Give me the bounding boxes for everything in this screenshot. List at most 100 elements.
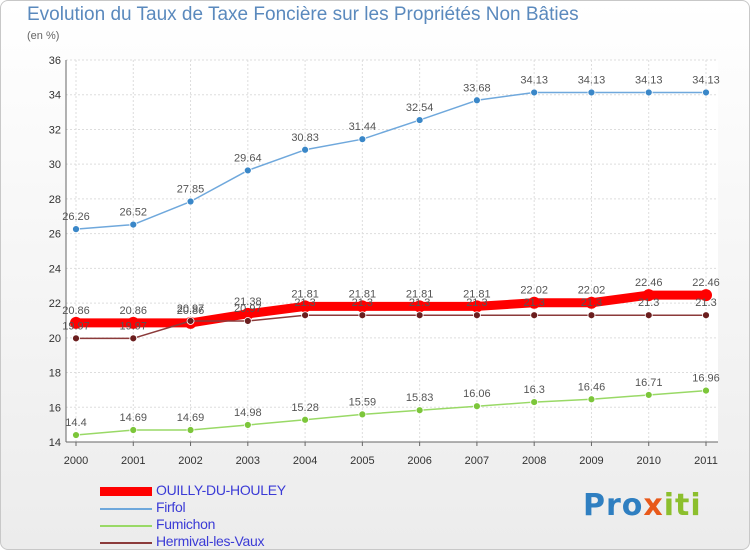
x-tick-label: 2002 xyxy=(178,455,202,467)
data-point xyxy=(702,386,710,395)
x-tick-label: 2004 xyxy=(293,455,317,467)
data-label: 20.86 xyxy=(177,305,205,317)
data-label: 31.44 xyxy=(349,121,377,133)
data-label: 34.13 xyxy=(692,74,720,86)
data-label: 22.02 xyxy=(578,285,606,297)
x-tick-label: 2007 xyxy=(465,455,489,467)
proxiti-logo: Proxiti xyxy=(583,488,702,523)
data-point xyxy=(301,145,309,154)
data-point xyxy=(473,402,481,411)
data-label: 16.46 xyxy=(578,381,606,393)
data-label: 19.97 xyxy=(120,320,148,332)
legend-label-ouilly: OUILLY-DU-HOULEY xyxy=(156,482,286,498)
data-point xyxy=(413,300,426,313)
data-point xyxy=(301,311,309,320)
y-tick-label: 18 xyxy=(49,368,61,380)
x-tick-label: 2008 xyxy=(522,455,546,467)
data-point xyxy=(473,96,481,105)
x-tick-label: 2003 xyxy=(236,455,260,467)
data-point xyxy=(470,300,483,313)
data-label: 22.46 xyxy=(692,277,720,289)
x-tick-label: 2010 xyxy=(636,455,660,467)
chart-title: Evolution du Taux de Taxe Foncière sur l… xyxy=(27,4,579,25)
data-label: 15.28 xyxy=(291,402,319,414)
data-label: 20.86 xyxy=(120,305,148,317)
data-label: 21.3 xyxy=(638,297,659,309)
data-label: 15.59 xyxy=(349,396,377,408)
data-point xyxy=(587,311,596,320)
data-label: 34.13 xyxy=(635,74,663,86)
x-tick-label: 2011 xyxy=(694,455,718,467)
legend-label-fumichon: Fumichon xyxy=(156,516,216,532)
y-tick-label: 16 xyxy=(49,402,61,414)
data-point xyxy=(358,311,367,320)
data-point xyxy=(186,197,195,206)
data-label: 21.3 xyxy=(294,297,315,309)
legend-swatch-firfol xyxy=(100,508,152,510)
y-tick-label: 36 xyxy=(49,55,61,67)
data-label: 16.71 xyxy=(635,377,663,389)
data-point xyxy=(299,300,312,313)
data-label: 26.52 xyxy=(120,207,148,219)
data-label: 32.54 xyxy=(406,102,434,114)
data-label: 16.96 xyxy=(692,373,720,385)
data-point xyxy=(644,88,653,97)
data-point xyxy=(129,334,138,343)
data-label: 14.69 xyxy=(120,412,148,424)
data-point xyxy=(530,88,539,97)
y-tick-label: 26 xyxy=(49,229,61,241)
data-label: 22.02 xyxy=(520,285,548,297)
data-label: 22.46 xyxy=(635,277,663,289)
data-label: 14.98 xyxy=(234,407,262,419)
data-label: 16.06 xyxy=(463,388,491,400)
data-label: 14.4 xyxy=(65,417,86,429)
data-label: 27.85 xyxy=(177,184,205,196)
data-point xyxy=(587,88,596,97)
data-point xyxy=(72,225,80,234)
data-label: 16.3 xyxy=(523,384,544,396)
legend-swatch-hermival xyxy=(100,542,152,544)
x-tick-label: 2009 xyxy=(579,455,603,467)
legend-label-firfol: Firfol xyxy=(156,499,186,515)
data-point xyxy=(72,334,80,343)
data-point xyxy=(702,88,710,97)
data-label: 21.81 xyxy=(406,288,434,300)
data-label: 21.3 xyxy=(352,297,373,309)
chart-subtitle: (en %) xyxy=(27,30,60,42)
data-point xyxy=(642,289,655,302)
data-point xyxy=(700,289,712,302)
data-point xyxy=(473,311,481,320)
data-point xyxy=(70,316,82,329)
series-line-3 xyxy=(76,314,706,340)
series-line-0 xyxy=(76,290,706,328)
data-label: 21.3 xyxy=(409,297,430,309)
data-label: 21.81 xyxy=(291,288,319,300)
data-point xyxy=(587,395,596,404)
data-point xyxy=(415,311,424,320)
data-label: 21.3 xyxy=(523,297,544,309)
data-point xyxy=(415,116,424,124)
data-point xyxy=(243,317,252,325)
data-point xyxy=(356,300,369,313)
data-point xyxy=(702,311,710,320)
data-point xyxy=(72,431,80,439)
data-point xyxy=(358,135,367,144)
data-point xyxy=(241,307,254,320)
data-label: 26.26 xyxy=(62,211,90,223)
series-line-2 xyxy=(75,389,707,436)
data-label: 30.83 xyxy=(291,132,319,144)
data-point xyxy=(644,391,653,399)
data-point xyxy=(585,296,598,309)
data-point xyxy=(243,166,252,175)
data-label: 21.3 xyxy=(581,297,602,309)
y-tick-label: 32 xyxy=(49,124,61,136)
plot-area xyxy=(66,60,718,442)
x-tick-label: 2001 xyxy=(121,455,145,467)
data-point xyxy=(528,296,541,309)
data-point xyxy=(358,410,367,419)
y-tick-label: 24 xyxy=(49,263,61,275)
data-label: 34.13 xyxy=(578,74,606,86)
legend-swatch-ouilly xyxy=(100,487,152,496)
data-point xyxy=(186,317,195,325)
data-label: 20.97 xyxy=(234,303,262,315)
